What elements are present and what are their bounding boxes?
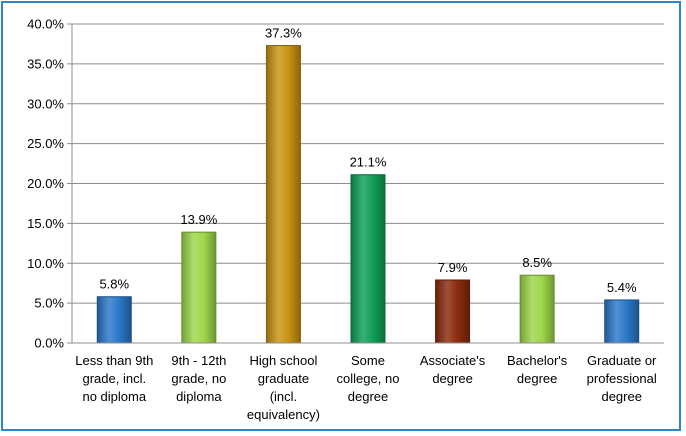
x-category-label: Some college, no degree <box>337 353 400 404</box>
y-tick-label: 15.0% <box>27 216 64 231</box>
data-label: 7.9% <box>438 260 468 275</box>
chart-frame <box>1 1 681 431</box>
y-tick-label: 25.0% <box>27 136 64 151</box>
x-category-label-line: no diploma <box>82 389 146 404</box>
x-category-label-line: grade, incl. <box>82 371 146 386</box>
x-category-label-line: diploma <box>176 389 222 404</box>
x-category-label-line: Less than 9th <box>75 353 153 368</box>
x-category-label: Associate's degree <box>420 353 486 386</box>
y-axis-tick-labels: 0.0% 5.0% 10.0% 15.0% 20.0% 25.0% 30.0% 35.0% 40… <box>27 17 64 351</box>
x-category-label-line: degree <box>432 371 472 386</box>
y-tick-label: 5.0% <box>34 296 64 311</box>
y-tick-label: 20.0% <box>27 176 64 191</box>
x-category-label-line: High school <box>249 353 317 368</box>
x-category-label: Less than 9th grade, incl. no diploma <box>75 353 153 404</box>
data-label: 37.3% <box>265 26 302 41</box>
data-labels: 5.8% 13.9% 37.3% 21.1% 7.9% 8.5% 5.4% <box>99 26 637 295</box>
x-category-label-line: college, no <box>337 371 400 386</box>
bar <box>604 299 640 344</box>
x-category-label: High school graduate (incl. equivalency) <box>247 353 320 422</box>
x-category-label-line: graduate <box>258 371 309 386</box>
x-category-label: Graduate or professional degree <box>587 353 657 404</box>
data-label: 21.1% <box>350 155 387 170</box>
y-tick-label: 35.0% <box>27 56 64 71</box>
bar <box>519 274 555 344</box>
x-category-label: 9th - 12th grade, no diploma <box>171 353 226 404</box>
x-category-label-line: Associate's <box>420 353 486 368</box>
x-category-label-line: Bachelor's <box>507 353 568 368</box>
bar <box>435 279 471 344</box>
data-label: 13.9% <box>180 212 217 227</box>
bar <box>265 45 301 344</box>
y-tick-label: 40.0% <box>27 17 64 32</box>
x-category-label-line: Some <box>351 353 385 368</box>
x-category-label: Bachelor's degree <box>507 353 568 386</box>
x-category-label-line: 9th - 12th <box>171 353 226 368</box>
x-category-label-line: equivalency) <box>247 407 320 422</box>
x-category-label-line: professional <box>587 371 657 386</box>
y-tick-label: 30.0% <box>27 96 64 111</box>
data-label: 5.8% <box>99 277 129 292</box>
y-tick-label: 10.0% <box>27 256 64 271</box>
bar <box>96 296 132 344</box>
x-category-label-line: grade, no <box>171 371 226 386</box>
y-tick-label: 0.0% <box>34 336 64 351</box>
x-axis-category-labels: Less than 9th grade, incl. no diploma 9th -… <box>75 353 657 422</box>
bar <box>350 174 386 344</box>
x-category-label-line: degree <box>601 389 641 404</box>
data-label: 8.5% <box>522 255 552 270</box>
data-label: 5.4% <box>607 280 637 295</box>
x-category-label-line: (incl. <box>270 389 297 404</box>
x-category-label-line: degree <box>517 371 557 386</box>
x-category-label-line: Graduate or <box>587 353 657 368</box>
bars <box>96 45 640 344</box>
x-category-label-line: degree <box>348 389 388 404</box>
bar <box>181 231 217 344</box>
